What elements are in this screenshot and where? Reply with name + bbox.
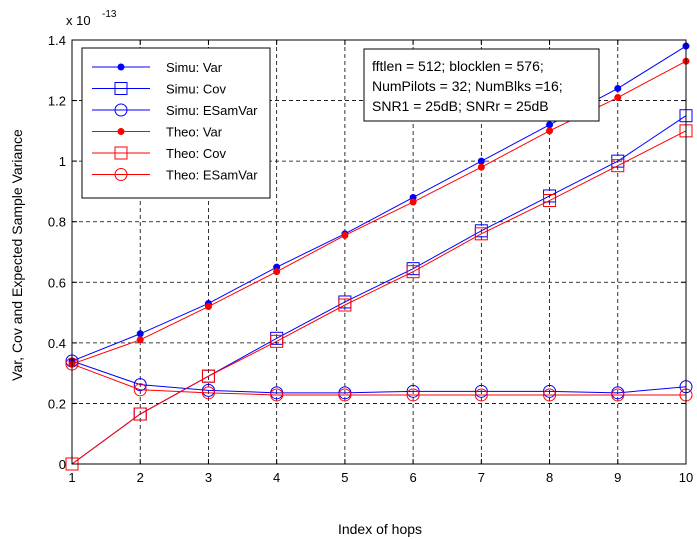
data-point xyxy=(474,388,488,402)
series-theo-esamvar xyxy=(65,357,693,402)
x-tick-label: 9 xyxy=(614,470,621,485)
x-tick-labels: 1 2 3 4 5 6 7 8 9 10 xyxy=(68,470,693,485)
data-point xyxy=(477,157,485,165)
data-point xyxy=(406,388,420,402)
legend-item: Simu: Var xyxy=(92,60,223,75)
series-line xyxy=(71,360,687,394)
data-point xyxy=(133,407,147,421)
data-point xyxy=(543,384,557,398)
y-tick-label: 1 xyxy=(59,154,66,169)
y-exponent-label: x 10 xyxy=(66,13,91,28)
data-point xyxy=(543,388,557,402)
data-point xyxy=(546,121,554,129)
series-line xyxy=(71,130,687,465)
x-tick-label: 2 xyxy=(137,470,144,485)
data-point xyxy=(614,94,622,102)
series-layer xyxy=(65,42,693,471)
legend-label: Simu: Var xyxy=(166,60,223,75)
data-point xyxy=(136,330,144,338)
legend-item: Theo: Var xyxy=(92,125,223,140)
x-tick-label: 3 xyxy=(205,470,212,485)
legend-box xyxy=(81,47,271,199)
data-point xyxy=(201,369,215,383)
legend: Simu: Var Simu: Cov Simu: ESamVar Theo: Var… xyxy=(81,47,271,199)
y-tick-label: 1.4 xyxy=(48,33,66,48)
legend-marker xyxy=(114,82,128,95)
data-point xyxy=(270,334,284,348)
y-tick-label: 0.6 xyxy=(48,275,66,290)
data-point xyxy=(341,231,349,239)
annotation-line: fftlen = 512; blocklen = 576; xyxy=(372,58,544,74)
annotation-line: SNR1 = 25dB; SNRr = 25dB xyxy=(372,98,549,114)
data-point xyxy=(133,378,147,392)
series-theo-cov xyxy=(65,124,693,471)
data-point xyxy=(133,383,147,397)
x-tick-label: 10 xyxy=(679,470,693,485)
x-tick-label: 8 xyxy=(546,470,553,485)
annotation-frame xyxy=(363,48,600,122)
data-point xyxy=(406,265,420,279)
data-point xyxy=(474,227,488,241)
legend-item: Theo: ESamVar xyxy=(92,168,258,183)
legend-item: Theo: Cov xyxy=(92,146,226,161)
y-exponent-power: -13 xyxy=(102,9,117,20)
legend-marker xyxy=(117,63,125,71)
data-point xyxy=(338,388,352,402)
y-axis-label: Var, Cov and Expected Sample Variance xyxy=(9,129,25,381)
y-tick-label: 0.8 xyxy=(48,215,66,230)
legend-marker xyxy=(114,103,128,117)
y-tick-label: 0 xyxy=(59,457,66,472)
plot-frame xyxy=(71,39,687,465)
data-point xyxy=(406,384,420,398)
data-point xyxy=(273,268,281,276)
data-point xyxy=(614,84,622,92)
x-tick-label: 7 xyxy=(478,470,485,485)
legend-label: Simu: ESamVar xyxy=(166,103,258,118)
data-point xyxy=(204,303,212,311)
legend-item: Simu: Cov xyxy=(92,82,226,97)
data-point xyxy=(409,198,417,206)
y-tick-label: 0.4 xyxy=(48,336,66,351)
x-tick-label: 6 xyxy=(409,470,416,485)
legend-label: Theo: Cov xyxy=(166,146,226,161)
legend-label: Theo: ESamVar xyxy=(166,168,258,183)
legend-item: Simu: ESamVar xyxy=(92,103,258,118)
y-tick-label: 0.2 xyxy=(48,396,66,411)
legend-marker xyxy=(114,146,128,160)
data-point xyxy=(611,388,625,402)
legend-marker xyxy=(117,128,125,135)
legend-label: Simu: Cov xyxy=(166,82,226,97)
x-tick-label: 1 xyxy=(68,470,75,485)
data-point xyxy=(201,386,215,400)
series-line xyxy=(71,363,686,396)
data-point xyxy=(477,163,485,171)
series-simu-esamvar xyxy=(65,354,693,400)
x-axis-label: Index of hops xyxy=(338,521,422,537)
data-point xyxy=(136,336,144,344)
data-point xyxy=(270,388,284,402)
tick-marks xyxy=(71,39,687,465)
data-point xyxy=(474,384,488,398)
data-point xyxy=(543,194,557,208)
x-tick-label: 5 xyxy=(341,470,348,485)
annotation-line: NumPilots = 32; NumBlks =16; xyxy=(372,78,563,94)
x-tick-label: 4 xyxy=(273,470,280,485)
y-tick-label: 1.2 xyxy=(48,94,66,109)
data-point xyxy=(546,127,554,135)
data-point xyxy=(611,159,625,173)
annotation-box: fftlen = 512; blocklen = 576; NumPilots =… xyxy=(363,48,600,122)
legend-marker xyxy=(114,168,128,181)
y-tick-labels: 0 0.2 0.4 0.6 0.8 1 1.2 1.4 xyxy=(48,33,66,472)
legend-label: Theo: Var xyxy=(166,125,223,140)
data-point xyxy=(338,298,352,312)
